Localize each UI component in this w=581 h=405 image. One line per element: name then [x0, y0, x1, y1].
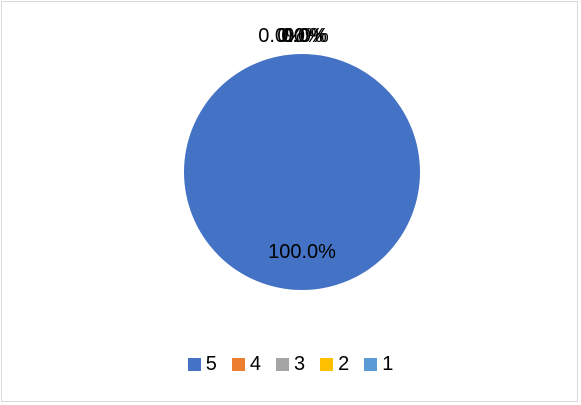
data-label-4: 0.0% — [258, 25, 304, 47]
legend-swatch-1 — [364, 357, 378, 371]
data-label-1: 0.0% — [283, 25, 329, 47]
legend-swatch-4 — [231, 357, 245, 371]
legend-entry-4: 4 — [231, 352, 261, 376]
pie-slice-5 — [184, 54, 420, 290]
legend-swatch-3 — [275, 357, 289, 371]
legend-entry-2: 2 — [320, 353, 349, 376]
legend-entry-5: 5 — [187, 352, 217, 376]
data-label-3: 0.0% — [277, 25, 323, 47]
legend-label-4: 4 — [249, 352, 261, 375]
legend-label-2: 2 — [338, 352, 350, 375]
legend-swatch-5 — [187, 357, 201, 371]
legend-label-1: 1 — [382, 352, 394, 375]
legend-swatch-2 — [320, 357, 334, 371]
legend-entry-1: 1 — [364, 353, 393, 376]
legend: 5 4 3 2 1 — [2, 351, 579, 377]
legend-label-5: 5 — [205, 352, 217, 375]
data-label-2: 0.0% — [281, 25, 327, 47]
legend-label-3: 3 — [293, 352, 306, 375]
data-label-5: 100.0% — [268, 241, 336, 263]
legend-entry-3: 3 — [275, 352, 306, 376]
